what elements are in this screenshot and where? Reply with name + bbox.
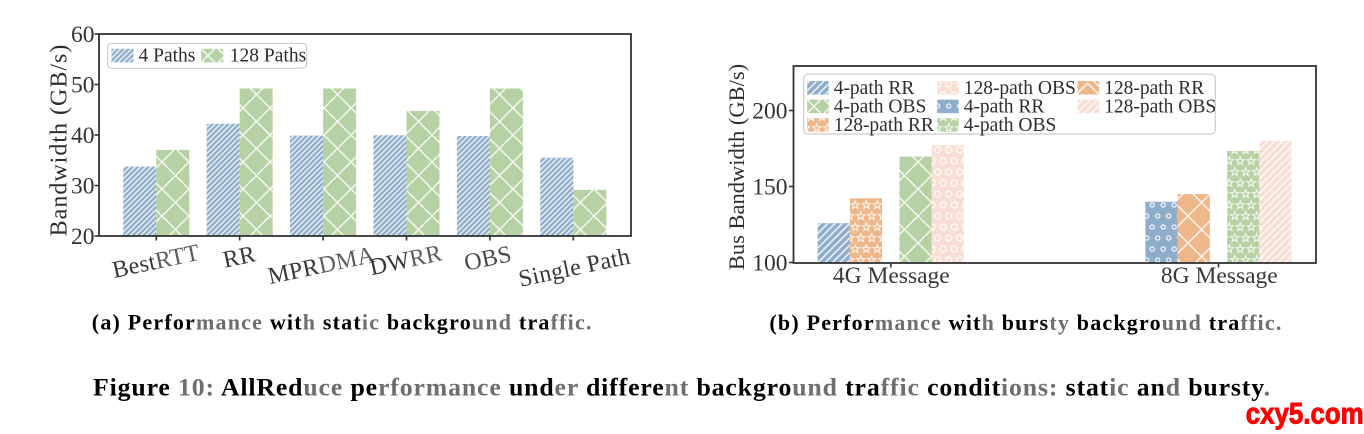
svg-text:128-path OBS: 128-path OBS	[964, 78, 1076, 99]
svg-text:100: 100	[752, 251, 787, 277]
svg-text:Bandwidth (GB/s): Bandwidth (GB/s)	[47, 44, 73, 237]
svg-text:60: 60	[71, 22, 95, 48]
svg-text:128-path OBS: 128-path OBS	[1104, 97, 1216, 118]
svg-text:DWRR: DWRR	[367, 240, 444, 281]
svg-text:30: 30	[71, 174, 95, 200]
svg-text:20: 20	[71, 224, 95, 250]
svg-text:OBS: OBS	[462, 241, 514, 276]
svg-text:4 Paths: 4 Paths	[139, 46, 196, 67]
svg-text:cxy5.com: cxy5.com	[1246, 398, 1364, 431]
svg-text:(b) Performance with bursty ba: (b) Performance with bursty background t…	[769, 310, 1282, 335]
svg-text:Single Path: Single Path	[516, 244, 632, 293]
svg-text:40: 40	[71, 123, 95, 149]
svg-text:8G Message: 8G Message	[1161, 263, 1278, 289]
svg-text:4-path RR: 4-path RR	[964, 97, 1045, 118]
svg-text:4-path RR: 4-path RR	[834, 78, 915, 99]
svg-text:4-path OBS: 4-path OBS	[964, 115, 1057, 136]
svg-text:200: 200	[752, 99, 787, 125]
svg-text:Figure 10: AllReduce performan: Figure 10: AllReduce performance under d…	[93, 373, 1271, 402]
svg-text:50: 50	[71, 73, 95, 99]
svg-text:128-path RR: 128-path RR	[834, 115, 934, 136]
svg-text:Bus Bandwidth (GB/s): Bus Bandwidth (GB/s)	[724, 64, 749, 270]
svg-text:4G Message: 4G Message	[833, 263, 950, 289]
svg-text:BestRTT: BestRTT	[110, 240, 202, 284]
svg-text:(a) Performance with static ba: (a) Performance with static background t…	[92, 310, 593, 335]
svg-text:RR: RR	[221, 241, 258, 273]
svg-text:150: 150	[752, 175, 787, 201]
svg-text:128-path RR: 128-path RR	[1104, 78, 1204, 99]
svg-text:4-path OBS: 4-path OBS	[834, 97, 927, 118]
svg-text:128 Paths: 128 Paths	[230, 46, 306, 67]
svg-text:MPRDMA: MPRDMA	[266, 242, 378, 290]
